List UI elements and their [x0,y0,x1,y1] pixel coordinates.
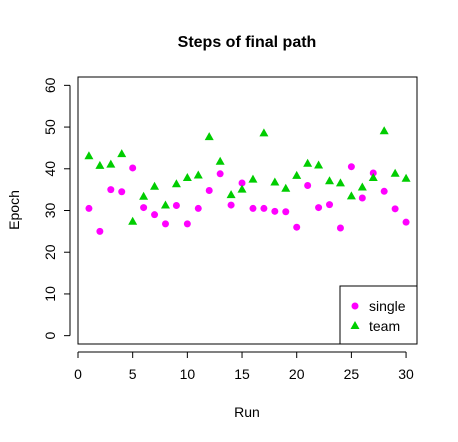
point-single [238,179,246,187]
point-single [369,169,377,177]
point-team [193,170,203,179]
x-tick-label: 10 [180,366,196,382]
legend-team-label: team [369,318,400,334]
x-tick-label: 15 [234,366,250,382]
point-single [347,163,355,171]
point-team [128,216,138,225]
point-team [368,172,378,181]
point-team [215,156,225,165]
y-tick-label: 60 [42,77,58,93]
point-team [259,128,269,137]
point-team [292,170,302,179]
point-single [227,201,235,209]
point-team [335,178,345,187]
point-single [161,220,169,228]
point-team [117,149,127,158]
point-team [204,132,214,141]
point-single [129,164,137,172]
point-team [401,173,411,182]
point-team [379,126,389,135]
point-single [216,170,224,178]
y-tick-label: 10 [42,286,58,302]
chart-title: Steps of final path [178,34,317,51]
point-single [315,204,323,212]
y-tick-label: 40 [42,161,58,177]
point-single [107,186,115,194]
point-team [106,159,116,168]
point-single [205,186,213,194]
data-points [84,126,411,235]
point-single [326,201,334,209]
point-team [84,151,94,160]
point-team [237,184,247,193]
point-single [172,201,180,209]
point-single [391,205,399,213]
point-team [314,160,324,169]
x-axis: 0 5 10 15 20 25 30 [74,351,414,382]
point-team [139,191,149,200]
point-team [160,200,170,209]
y-tick-label: 20 [42,244,58,260]
point-single [194,204,202,212]
x-tick-label: 5 [129,366,137,382]
point-single [249,204,257,212]
point-single [260,204,268,212]
point-single [96,227,104,235]
point-team [248,174,258,183]
point-single [271,207,279,215]
y-axis-label: Epoch [6,190,22,230]
legend-box [339,285,418,345]
x-tick-label: 25 [344,366,360,382]
point-team [357,182,367,191]
point-single [151,211,159,219]
point-team [182,172,192,181]
x-tick-label: 30 [398,366,414,382]
point-single [140,204,148,212]
legend: single team [339,285,418,345]
y-axis: 0 10 20 30 40 50 60 [42,77,71,340]
x-tick-label: 20 [289,366,305,382]
point-single [85,204,93,212]
point-single [336,224,344,232]
point-team [303,158,313,167]
point-single [118,188,126,196]
x-axis-label: Run [234,404,260,420]
point-single [304,181,312,189]
point-team [226,190,236,199]
x-tick-label: 0 [74,366,82,382]
point-team [346,191,356,200]
y-tick-label: 30 [42,203,58,219]
point-team [171,179,181,188]
point-single [183,220,191,228]
point-team [150,181,160,190]
point-single [282,208,290,216]
legend-team-marker [350,321,360,329]
y-tick-label: 50 [42,119,58,135]
y-tick-label: 0 [42,332,58,340]
point-single [293,223,301,231]
point-team [390,168,400,177]
point-team [325,176,335,185]
legend-single-label: single [369,298,406,314]
point-team [281,183,291,192]
plot-area-border [77,76,418,345]
point-team [270,177,280,186]
point-single [380,187,388,195]
legend-single-marker [351,302,359,310]
point-single [358,194,366,202]
point-team [95,160,105,169]
point-single [402,218,410,226]
